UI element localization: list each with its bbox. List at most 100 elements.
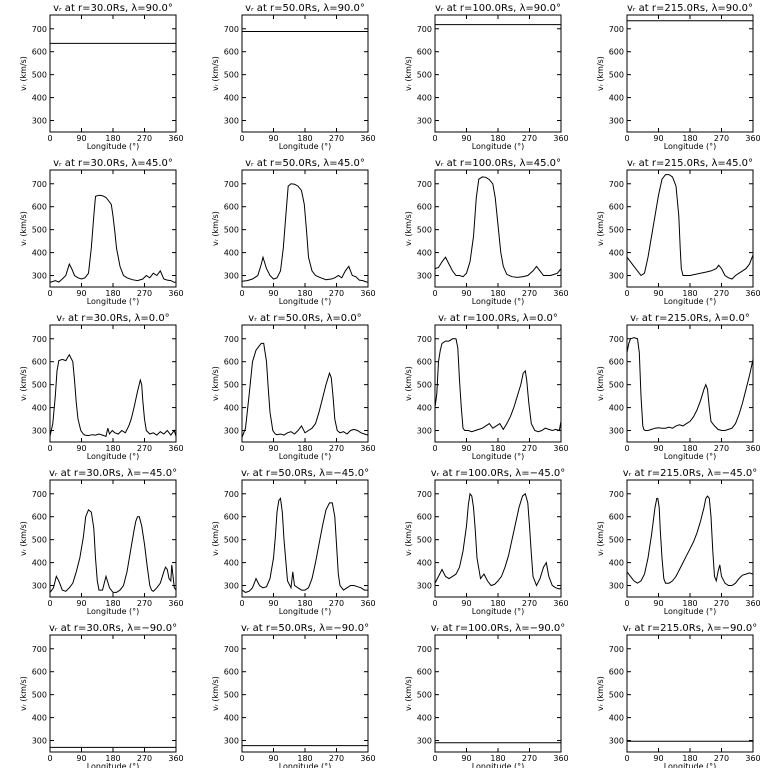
y-tick-label: 600	[417, 203, 432, 212]
y-tick-label: 600	[417, 358, 432, 367]
series-line	[626, 174, 754, 280]
x-tick-label: 360	[168, 134, 183, 143]
y-axis-label: vᵣ (km/s)	[404, 366, 413, 401]
y-tick-label: 400	[32, 559, 47, 568]
x-tick-label: 360	[745, 134, 760, 143]
x-tick-label: 360	[360, 599, 375, 608]
x-tick-label: 180	[490, 599, 505, 608]
y-tick-label: 300	[224, 427, 239, 436]
y-tick-label: 500	[224, 691, 239, 700]
series-line	[49, 353, 177, 437]
y-tick-label: 700	[32, 645, 47, 654]
y-axis-label: vᵣ (km/s)	[404, 521, 413, 556]
series-line	[49, 508, 177, 593]
y-tick-label: 300	[32, 737, 47, 746]
y-tick-label: 500	[609, 536, 624, 545]
x-tick-label: 90	[268, 289, 278, 298]
x-axis-label: Longitude (°)	[279, 297, 332, 306]
y-tick-label: 600	[609, 513, 624, 522]
y-tick-label: 300	[224, 272, 239, 281]
x-tick-label: 0	[432, 599, 437, 608]
x-tick-label: 0	[47, 444, 52, 453]
series-line	[626, 495, 754, 586]
y-tick-label: 700	[417, 180, 432, 189]
series-line	[241, 183, 368, 283]
series-line	[626, 337, 754, 431]
x-tick-label: 180	[490, 134, 505, 143]
x-tick-label: 90	[653, 599, 663, 608]
y-tick-label: 500	[224, 71, 239, 80]
x-tick-label: 0	[624, 754, 629, 763]
x-tick-label: 90	[268, 134, 278, 143]
y-tick-label: 600	[417, 668, 432, 677]
y-tick-label: 300	[32, 272, 47, 281]
y-tick-label: 700	[609, 25, 624, 34]
y-axis-label: vᵣ (km/s)	[211, 211, 220, 246]
x-tick-label: 270	[522, 134, 537, 143]
y-tick-label: 700	[224, 645, 239, 654]
x-tick-label: 270	[329, 134, 344, 143]
panel-title: vᵣ at r=30.0Rs, λ=0.0°	[56, 313, 169, 324]
y-tick-label: 400	[417, 559, 432, 568]
x-tick-label: 0	[239, 289, 244, 298]
y-axis-label: vᵣ (km/s)	[211, 56, 220, 91]
x-tick-label: 270	[714, 289, 729, 298]
x-tick-label: 270	[714, 134, 729, 143]
y-tick-label: 300	[417, 737, 432, 746]
x-tick-label: 90	[268, 444, 278, 453]
y-tick-label: 300	[609, 427, 624, 436]
series-line	[434, 176, 562, 278]
y-axis-label: vᵣ (km/s)	[211, 521, 220, 556]
y-tick-label: 700	[224, 335, 239, 344]
y-tick-label: 400	[224, 559, 239, 568]
x-tick-label: 360	[168, 754, 183, 763]
x-axis-label: Longitude (°)	[87, 607, 140, 616]
x-tick-label: 360	[553, 289, 568, 298]
y-tick-label: 300	[609, 582, 624, 591]
y-tick-label: 600	[417, 48, 432, 57]
panel-title: vᵣ at r=215.0Rs, λ=0.0°	[630, 313, 750, 324]
panel-title: vᵣ at r=50.0Rs, λ=90.0°	[245, 3, 365, 14]
x-axis-label: Longitude (°)	[87, 452, 140, 461]
y-tick-label: 400	[417, 249, 432, 258]
x-tick-label: 360	[360, 444, 375, 453]
x-tick-label: 360	[553, 599, 568, 608]
x-tick-label: 90	[76, 444, 86, 453]
x-tick-label: 270	[714, 754, 729, 763]
x-tick-label: 270	[137, 289, 152, 298]
panel-title: vᵣ at r=30.0Rs, λ=−45.0°	[49, 468, 177, 479]
y-tick-label: 600	[224, 358, 239, 367]
y-tick-label: 600	[32, 203, 47, 212]
x-tick-label: 180	[105, 599, 120, 608]
x-tick-label: 360	[553, 134, 568, 143]
y-axis-label: vᵣ (km/s)	[596, 366, 605, 401]
x-tick-label: 90	[653, 444, 663, 453]
x-axis-label: Longitude (°)	[472, 607, 525, 616]
x-axis-label: Longitude (°)	[279, 762, 332, 768]
x-axis-label: Longitude (°)	[664, 452, 717, 461]
x-tick-label: 360	[745, 444, 760, 453]
y-tick-label: 300	[609, 117, 624, 126]
y-tick-label: 400	[32, 249, 47, 258]
y-tick-label: 500	[32, 71, 47, 80]
x-tick-label: 0	[239, 599, 244, 608]
x-tick-label: 360	[745, 754, 760, 763]
y-tick-label: 600	[32, 48, 47, 57]
panel-title: vᵣ at r=50.0Rs, λ=0.0°	[248, 313, 361, 324]
x-tick-label: 90	[461, 289, 471, 298]
y-tick-label: 600	[32, 668, 47, 677]
y-tick-label: 600	[609, 203, 624, 212]
x-tick-label: 360	[745, 599, 760, 608]
x-tick-label: 0	[47, 754, 52, 763]
x-tick-label: 90	[76, 289, 86, 298]
y-tick-label: 500	[224, 381, 239, 390]
x-tick-label: 180	[490, 754, 505, 763]
x-tick-label: 180	[490, 289, 505, 298]
